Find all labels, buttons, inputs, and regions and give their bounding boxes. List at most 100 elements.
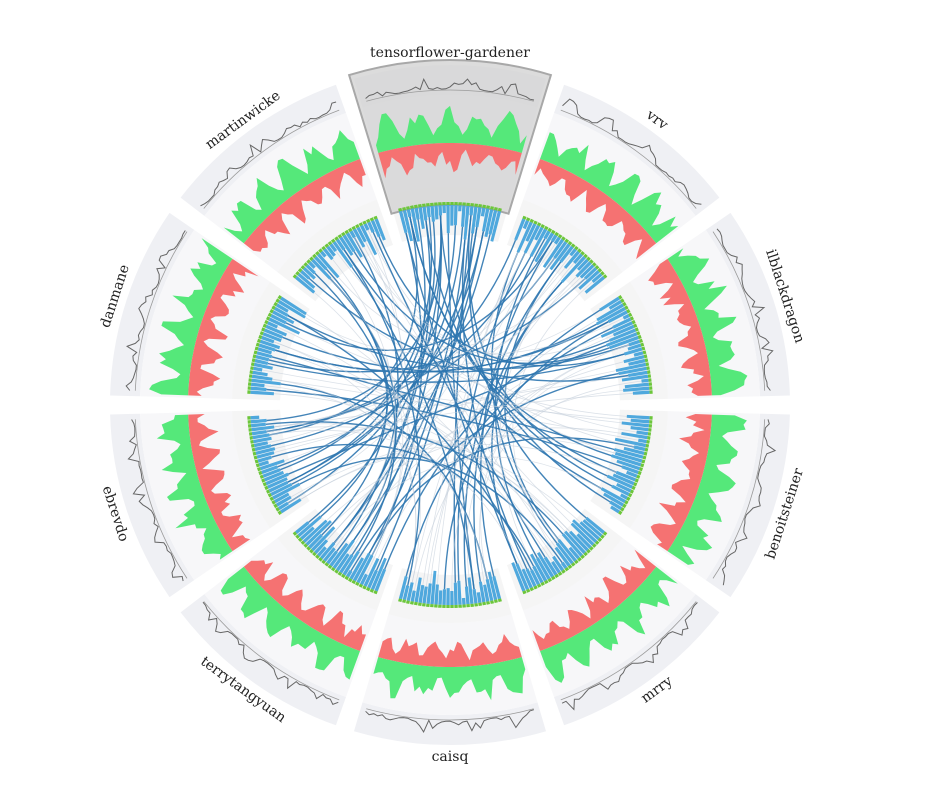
commit-bar-cap <box>330 567 336 572</box>
commit-bar <box>336 553 350 572</box>
contribution-link <box>480 240 553 577</box>
commit-bar-cap <box>490 600 494 604</box>
deletions-area <box>243 159 366 252</box>
commit-bar-cap <box>647 374 652 378</box>
commit-bar <box>514 218 526 241</box>
segment-label[interactable]: caisq <box>432 749 469 765</box>
commit-bar <box>552 555 564 572</box>
commit-bar <box>367 569 378 589</box>
commit-bar-cap <box>273 503 278 509</box>
commit-bar <box>626 470 638 478</box>
segment-band-outer <box>705 212 790 397</box>
commit-bar-cap <box>494 599 498 603</box>
commit-bar <box>563 250 580 269</box>
commit-bar-cap <box>422 603 426 607</box>
commit-bar <box>536 557 551 580</box>
contribution-link <box>332 258 396 555</box>
commit-bar <box>280 498 302 514</box>
commit-bar <box>461 205 466 227</box>
commit-bar <box>480 207 486 217</box>
additions-area <box>156 414 233 560</box>
commit-bar <box>609 335 639 350</box>
commit-bar <box>255 355 270 362</box>
commit-bar <box>295 521 310 534</box>
commit-bar <box>251 425 275 432</box>
commit-bar <box>515 563 530 590</box>
commit-bar-cap <box>574 245 579 251</box>
commit-bar-cap <box>362 585 367 590</box>
commit-bar-cap <box>334 236 339 241</box>
commit-bar <box>332 241 353 268</box>
commit-bar <box>621 432 648 440</box>
commit-bar <box>402 585 410 601</box>
commit-bar <box>257 455 272 463</box>
commit-bar <box>564 530 586 554</box>
commit-bar-cap <box>602 274 608 279</box>
commit-bar <box>475 207 482 228</box>
commit-bar <box>434 205 439 220</box>
commit-bar-cap <box>269 309 274 314</box>
contribution-link <box>338 277 624 354</box>
commit-bar <box>356 226 367 243</box>
commit-bar <box>633 445 646 452</box>
activity-baseline <box>134 419 188 579</box>
additions-area <box>223 130 360 244</box>
commit-bar-cap <box>643 354 648 359</box>
commit-bar <box>600 321 633 338</box>
commit-bar <box>614 437 647 448</box>
commit-bar-cap <box>636 331 641 336</box>
commit-bar-cap <box>398 598 403 603</box>
commit-bar <box>251 374 273 381</box>
commit-bar-cap <box>324 243 329 248</box>
commit-bar <box>453 205 458 226</box>
commit-bar <box>542 238 564 268</box>
commit-bar <box>472 589 478 604</box>
commit-bar <box>621 421 650 428</box>
commit-bar-cap <box>486 205 490 209</box>
commit-bar <box>418 584 425 603</box>
deletions-area <box>378 634 522 667</box>
commit-bar <box>265 324 287 337</box>
commit-bar-cap <box>466 604 470 608</box>
commit-bar <box>467 577 474 604</box>
commit-bar-cap <box>414 204 418 209</box>
commit-bar-cap <box>646 440 650 444</box>
activity-baseline <box>712 231 766 391</box>
commit-bar <box>250 418 267 424</box>
commit-bar-cap <box>618 510 623 515</box>
commit-bar-cap <box>324 562 329 567</box>
commit-bar <box>612 473 635 486</box>
commit-bar-cap <box>312 253 317 259</box>
commit-bar-cap <box>639 467 643 472</box>
segment-label[interactable]: tensorflower-gardener <box>370 45 530 61</box>
contribution-link <box>290 436 616 498</box>
commit-bar-cap <box>248 378 252 382</box>
commit-bar-cap <box>255 342 260 347</box>
commit-bar <box>537 552 554 578</box>
additions-area <box>540 566 678 683</box>
commit-bar <box>469 206 474 216</box>
commit-bar-cap <box>544 225 549 231</box>
commit-bar-cap <box>450 605 454 609</box>
commit-bar <box>360 573 368 586</box>
commit-bar <box>464 586 470 605</box>
commit-bar <box>314 256 328 271</box>
commit-bar <box>250 415 260 420</box>
commit-bar-cap <box>482 204 486 209</box>
contribution-link <box>320 278 389 518</box>
commit-bar <box>534 232 554 263</box>
commit-bar <box>612 317 632 329</box>
commit-bar-cap <box>434 604 438 608</box>
commit-bar-cap <box>267 312 272 317</box>
commit-bar-cap <box>645 362 650 367</box>
commit-bar <box>530 569 540 586</box>
commit-bar <box>543 556 558 576</box>
commit-bar <box>267 321 278 329</box>
commit-bar-cap <box>426 203 430 207</box>
commit-bar-cap <box>258 334 263 340</box>
commit-bar <box>550 234 558 243</box>
commit-bar-cap <box>649 416 653 420</box>
segment-band-outer <box>554 84 720 216</box>
commit-bar-cap <box>337 234 343 239</box>
activity-line <box>127 419 184 582</box>
